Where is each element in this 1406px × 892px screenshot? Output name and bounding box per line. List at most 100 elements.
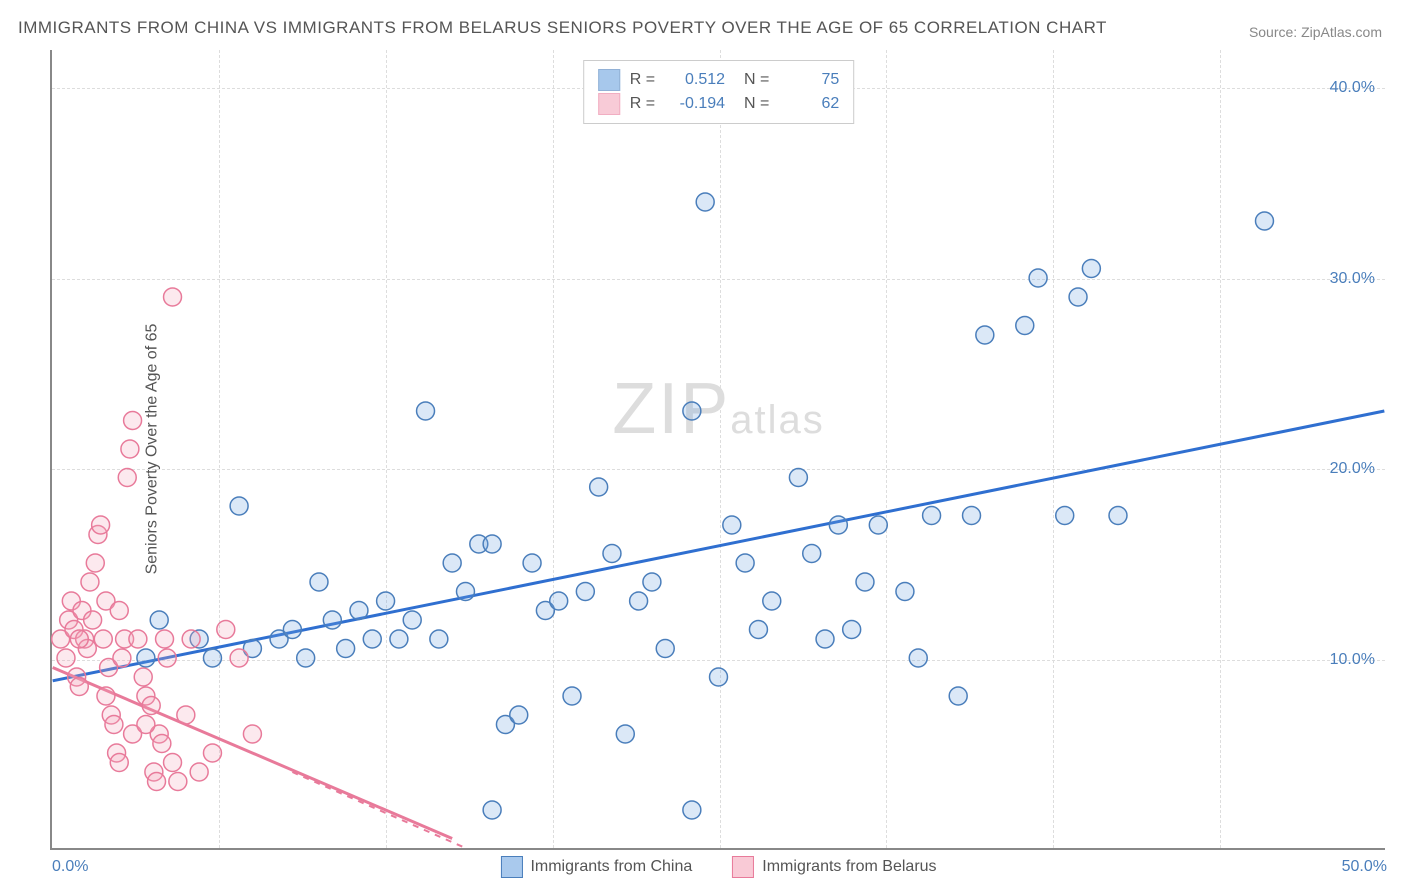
scatter-svg	[52, 50, 1385, 848]
bottom-legend: Immigrants from China Immigrants from Be…	[500, 856, 936, 878]
data-point	[203, 649, 221, 667]
data-point	[1029, 269, 1047, 287]
data-point	[310, 573, 328, 591]
data-point	[148, 773, 166, 791]
data-point	[390, 630, 408, 648]
data-point	[203, 744, 221, 762]
legend-label-china: Immigrants from China	[530, 858, 692, 876]
data-point	[217, 621, 235, 639]
data-point	[92, 516, 110, 534]
data-point	[483, 535, 501, 553]
data-point	[137, 716, 155, 734]
data-point	[443, 554, 461, 572]
data-point	[105, 716, 123, 734]
data-point	[789, 469, 807, 487]
data-point	[1016, 317, 1034, 335]
data-point	[1082, 260, 1100, 278]
data-point	[563, 687, 581, 705]
data-point	[164, 754, 182, 772]
data-point	[97, 687, 115, 705]
chart-container: IMMIGRANTS FROM CHINA VS IMMIGRANTS FROM…	[0, 0, 1406, 892]
data-point	[909, 649, 927, 667]
data-point	[656, 640, 674, 658]
data-point	[158, 649, 176, 667]
data-point	[710, 668, 728, 686]
stats-legend-box: R = 0.512 N = 75 R = -0.194 N = 62	[583, 60, 855, 124]
data-point	[723, 516, 741, 534]
data-point	[129, 630, 147, 648]
data-point	[169, 773, 187, 791]
data-point	[417, 402, 435, 420]
data-point	[283, 621, 301, 639]
data-point	[230, 497, 248, 515]
data-point	[763, 592, 781, 610]
data-point	[949, 687, 967, 705]
data-point	[683, 801, 701, 819]
data-point	[118, 469, 136, 487]
data-point	[110, 602, 128, 620]
data-point	[150, 611, 168, 629]
data-point	[182, 630, 200, 648]
data-point	[510, 706, 528, 724]
data-point	[816, 630, 834, 648]
data-point	[337, 640, 355, 658]
legend-label-belarus: Immigrants from Belarus	[762, 858, 936, 876]
data-point	[350, 602, 368, 620]
swatch-belarus	[598, 93, 620, 115]
data-point	[843, 621, 861, 639]
data-point	[230, 649, 248, 667]
y-tick-label: 40.0%	[1330, 79, 1375, 97]
data-point	[483, 801, 501, 819]
data-point	[803, 545, 821, 563]
data-point	[550, 592, 568, 610]
x-tick-label: 0.0%	[52, 858, 88, 876]
data-point	[403, 611, 421, 629]
data-point	[377, 592, 395, 610]
data-point	[177, 706, 195, 724]
data-point	[576, 583, 594, 601]
chart-title: IMMIGRANTS FROM CHINA VS IMMIGRANTS FROM…	[18, 18, 1107, 38]
data-point	[57, 649, 75, 667]
data-point	[603, 545, 621, 563]
x-tick-label: 50.0%	[1342, 858, 1387, 876]
data-point	[896, 583, 914, 601]
data-point	[164, 288, 182, 306]
data-point	[923, 507, 941, 525]
data-point	[134, 668, 152, 686]
data-point	[523, 554, 541, 572]
n-value-china: 75	[779, 71, 839, 89]
data-point	[696, 193, 714, 211]
data-point	[1109, 507, 1127, 525]
data-point	[323, 611, 341, 629]
data-point	[736, 554, 754, 572]
data-point	[70, 630, 88, 648]
plot-area: Seniors Poverty Over the Age of 65 ZIPat…	[50, 50, 1385, 850]
data-point	[121, 440, 139, 458]
stats-row-china: R = 0.512 N = 75	[598, 69, 840, 91]
data-point	[297, 649, 315, 667]
data-point	[94, 630, 112, 648]
data-point	[81, 573, 99, 591]
y-tick-label: 20.0%	[1330, 460, 1375, 478]
data-point	[590, 478, 608, 496]
legend-item-china: Immigrants from China	[500, 856, 692, 878]
data-point	[829, 516, 847, 534]
data-point	[630, 592, 648, 610]
r-value-belarus: -0.194	[665, 95, 725, 113]
data-point	[142, 697, 160, 715]
data-point	[869, 516, 887, 534]
data-point	[1256, 212, 1274, 230]
data-point	[616, 725, 634, 743]
legend-swatch-china	[500, 856, 522, 878]
y-tick-label: 30.0%	[1330, 270, 1375, 288]
data-point	[156, 630, 174, 648]
data-point	[963, 507, 981, 525]
stats-row-belarus: R = -0.194 N = 62	[598, 93, 840, 115]
data-point	[70, 678, 88, 696]
data-point	[137, 649, 155, 667]
data-point	[190, 763, 208, 781]
data-point	[1056, 507, 1074, 525]
data-point	[124, 412, 142, 430]
data-point	[110, 754, 128, 772]
data-point	[86, 554, 104, 572]
